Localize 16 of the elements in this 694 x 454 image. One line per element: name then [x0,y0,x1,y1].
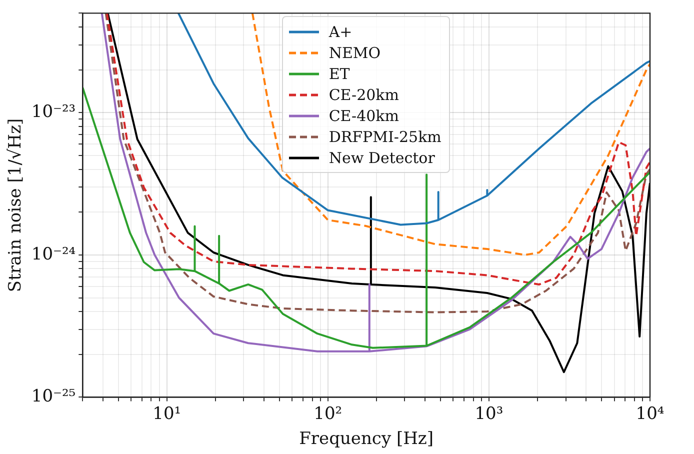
x-tick-label: 10² [314,404,342,424]
legend-label: A+ [328,22,352,41]
y-axis-title: Strain noise [1/√Hz] [6,118,26,292]
legend-label: CE-20km [328,86,399,104]
legend-label: New Detector [328,148,435,167]
y-tick-label: 10⁻²⁵ [31,386,76,407]
legend-label: DRFPMI-25km [328,128,442,146]
x-tick-label: 10⁴ [636,404,664,424]
legend-label: ET [328,64,350,83]
x-tick-label: 10¹ [152,404,182,424]
legend-label: CE-40km [328,106,399,125]
x-axis-title: Frequency [Hz] [299,429,434,450]
y-tick-label: 10⁻²³ [31,102,76,122]
y-tick-label: 10⁻²⁴ [31,244,76,264]
legend-label: NEMO [328,44,381,62]
x-tick-label: 10³ [474,404,504,424]
